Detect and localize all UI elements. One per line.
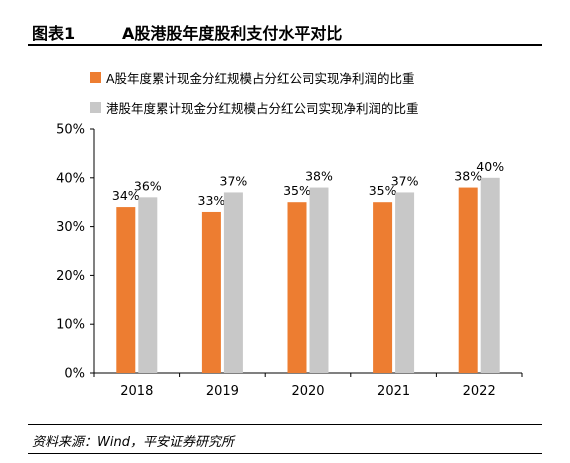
x-tick-label: 2020: [291, 384, 324, 399]
x-tick-label: 2022: [463, 384, 496, 399]
bar-a-share: [116, 207, 136, 373]
legend-swatch-a-share: [90, 71, 101, 83]
legend-label-a-share: A股年度累计现金分红规模占分红公司实现净利润的比重: [106, 70, 415, 86]
data-label-hk-share: 38%: [305, 169, 333, 184]
bar-hk-share: [480, 177, 500, 373]
legend-swatch-hk-share: [90, 101, 101, 113]
figure-number: 图表1: [32, 24, 76, 43]
legend-item-a-share: A股年度累计现金分红规模占分红公司实现净利润的比重: [90, 66, 419, 88]
bar-hk-share: [395, 192, 415, 373]
data-label-hk-share: 40%: [476, 159, 504, 174]
y-tick-label: 20%: [56, 269, 85, 284]
y-tick-label: 10%: [56, 318, 85, 333]
bar-a-share: [373, 202, 393, 373]
legend-item-hk-share: 港股年度累计现金分红规模占分红公司实现净利润的比重: [90, 96, 419, 118]
data-label-hk-share: 36%: [134, 178, 162, 193]
data-label-a-share: 35%: [369, 183, 397, 198]
y-tick-label: 30%: [56, 220, 85, 235]
bar-a-share: [201, 211, 221, 373]
x-tick-label: 2018: [120, 384, 153, 399]
data-label-hk-share: 37%: [391, 173, 419, 188]
x-tick-label: 2019: [206, 384, 239, 399]
bar-hk-share: [223, 192, 243, 373]
source-bar: 资料来源：Wind，平安证券研究所: [28, 424, 542, 454]
legend-label-hk-share: 港股年度累计现金分红规模占分红公司实现净利润的比重: [106, 100, 419, 116]
figure-title: A股港股年度股利支付水平对比: [122, 24, 343, 43]
bar-hk-share: [309, 187, 329, 373]
y-tick-label: 50%: [56, 123, 85, 138]
data-label-a-share: 34%: [112, 188, 140, 203]
chart-legend: A股年度累计现金分红规模占分红公司实现净利润的比重 港股年度累计现金分红规模占分…: [90, 66, 419, 126]
bar-a-share: [458, 187, 478, 373]
x-tick-label: 2021: [377, 384, 410, 399]
data-label-a-share: 33%: [198, 193, 226, 208]
figure-title-bar: 图表1 A股港股年度股利支付水平对比: [28, 14, 542, 46]
bar-hk-share: [138, 197, 158, 373]
source-note: 资料来源：Wind，平安证券研究所: [32, 435, 234, 450]
y-tick-label: 0%: [64, 367, 85, 382]
bar-a-share: [287, 202, 307, 373]
data-label-a-share: 35%: [283, 183, 311, 198]
data-label-hk-share: 37%: [220, 173, 248, 188]
y-tick-label: 40%: [56, 171, 85, 186]
data-label-a-share: 38%: [454, 169, 482, 184]
